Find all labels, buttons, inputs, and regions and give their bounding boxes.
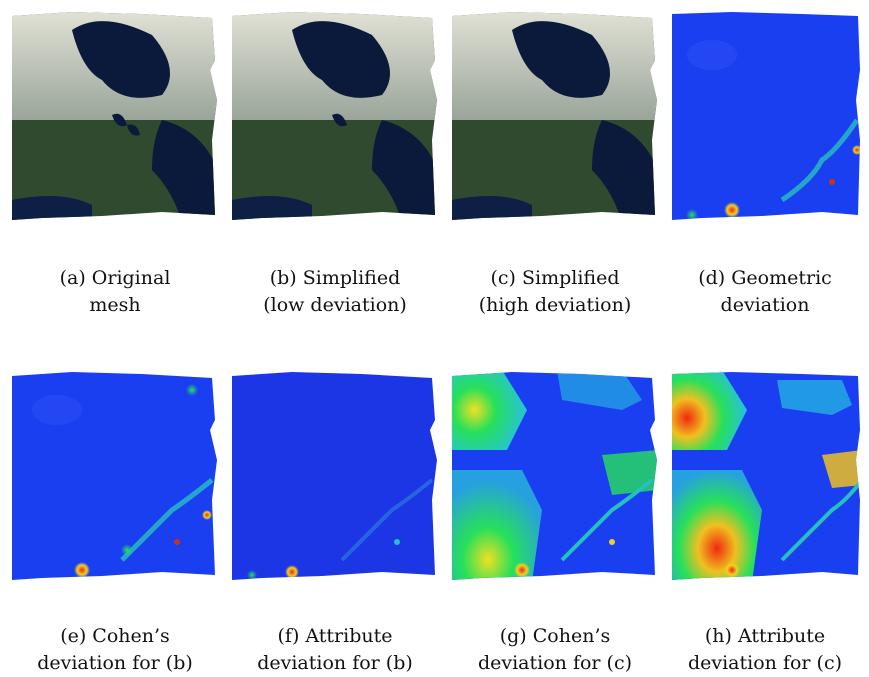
panel-e-image [12,370,218,582]
caption-f-line1: (f) Attribute [277,625,393,647]
caption-d: (d) Geometric deviation [660,265,869,319]
heatmap-cohen-c [452,372,657,580]
map-simplified-high-image [452,12,657,220]
caption-a-line2: mesh [89,294,141,316]
heatmap-attribute-c [672,372,860,580]
caption-f-line2: deviation for (b) [257,652,413,674]
caption-h-line1: (h) Attribute [704,625,826,647]
panel-h-image [672,370,862,582]
panel-c-image [452,10,658,222]
caption-c-line2: (high deviation) [478,294,632,316]
caption-h: (h) Attribute deviation for (c) [660,623,869,677]
caption-d-line1: (d) Geometric [698,267,832,289]
caption-g: (g) Cohen’s deviation for (c) [450,623,660,677]
caption-c: (c) Simplified (high deviation) [450,265,660,319]
caption-b: (b) Simplified (low deviation) [230,265,440,319]
caption-a: (a) Original mesh [10,265,220,319]
caption-e-line1: (e) Cohen’s [60,625,170,647]
caption-g-line1: (g) Cohen’s [499,625,611,647]
panel-b-image [232,10,438,222]
caption-e-line2: deviation for (b) [37,652,193,674]
panel-g-image [452,370,658,582]
heatmap-cohen-b [12,372,217,580]
caption-d-line2: deviation [720,294,810,316]
panel-d-image [672,10,862,222]
caption-g-line2: deviation for (c) [477,652,633,674]
panel-a-image [12,10,218,222]
caption-b-line1: (b) Simplified [269,267,401,289]
map-original-image [12,12,217,220]
caption-f: (f) Attribute deviation for (b) [230,623,440,677]
caption-a-line1: (a) Original [59,267,171,289]
caption-c-line1: (c) Simplified [490,267,620,289]
panel-f-image [232,370,438,582]
caption-e: (e) Cohen’s deviation for (b) [10,623,220,677]
caption-h-line2: deviation for (c) [687,652,843,674]
map-simplified-low-image [232,12,437,220]
heatmap-geometric-deviation [672,12,860,220]
heatmap-attribute-b [232,372,437,580]
caption-b-line2: (low deviation) [263,294,407,316]
